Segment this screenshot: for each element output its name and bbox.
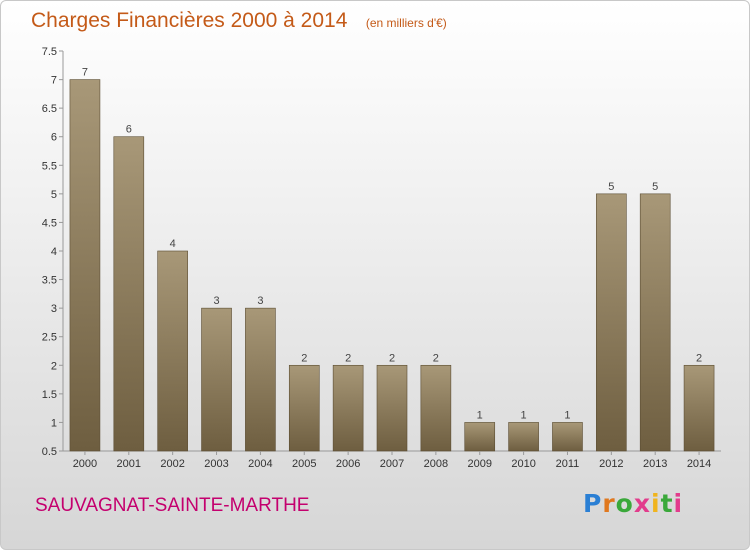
x-tick-label-2013: 2013 (643, 458, 667, 470)
y-tick-label: 1 (51, 417, 57, 429)
bar-2012 (596, 193, 627, 452)
bar-2011 (552, 422, 583, 452)
x-tick-label-2004: 2004 (248, 458, 272, 470)
data-label-2006: 2 (345, 352, 351, 364)
y-tick-label: 7.5 (42, 46, 57, 58)
data-label-2011: 1 (564, 409, 570, 421)
x-tick-label-2009: 2009 (467, 458, 491, 470)
data-label-2008: 2 (433, 352, 439, 364)
data-label-2010: 1 (521, 409, 527, 421)
data-label-2004: 3 (257, 295, 263, 307)
data-label-2005: 2 (301, 352, 307, 364)
data-label-2014: 2 (696, 352, 702, 364)
bar-2008 (420, 364, 452, 452)
y-tick-label: 6 (51, 132, 57, 144)
y-tick-label: 4 (51, 246, 57, 258)
data-label-2009: 1 (477, 409, 483, 421)
x-tick-label-2011: 2011 (556, 458, 580, 470)
chart-subtitle: (en milliers d'€) (365, 16, 447, 30)
y-tick-label: 1.5 (42, 389, 57, 401)
chart-title: Charges Financières 2000 à 2014 (31, 9, 348, 32)
x-tick-label-2010: 2010 (511, 458, 535, 470)
data-label-2003: 3 (213, 295, 219, 307)
y-tick-label: 5 (51, 189, 57, 201)
bar-2000 (69, 79, 101, 452)
bar-2001 (113, 136, 145, 452)
data-labels: 7 6 4 3 3 2 2 2 2 1 1 1 5 5 2 (82, 67, 702, 422)
x-tick-label-2014: 2014 (687, 458, 711, 470)
x-tick-label-2005: 2005 (292, 458, 316, 470)
data-label-2007: 2 (389, 352, 395, 364)
y-tick-label: 7 (51, 75, 57, 87)
x-axis-labels: 2000 2001 2002 2003 2004 2005 2006 2007 2008 2009… (73, 451, 711, 470)
data-label-2013: 5 (652, 181, 658, 193)
y-axis-ticks: 0.5 1 1.5 2 2.5 3 3.5 4 4.5 5 5.5 6 6.5 7 7.5 (42, 46, 63, 458)
bar-2009 (464, 422, 496, 452)
y-tick-label: 4.5 (42, 217, 57, 229)
title-row: Charges Financières 2000 à 2014 (en mill… (31, 9, 447, 33)
y-tick-label: 5.5 (42, 160, 57, 172)
data-label-2000: 7 (82, 67, 88, 79)
bar-2014 (683, 364, 715, 452)
x-tick-label-2000: 2000 (73, 458, 97, 470)
bars (69, 79, 715, 452)
y-tick-label: 3 (51, 303, 57, 315)
bar-2003 (201, 307, 232, 452)
y-tick-label: 6.5 (42, 103, 57, 115)
x-tick-label-2002: 2002 (160, 458, 184, 470)
y-tick-label: 2.5 (42, 332, 57, 344)
bar-2005 (288, 364, 320, 452)
x-tick-label-2003: 2003 (204, 458, 228, 470)
bar-2013 (639, 193, 671, 452)
proxiti-logo: Proxiti (583, 489, 684, 518)
bar-2002 (157, 250, 188, 452)
x-tick-label-2007: 2007 (380, 458, 404, 470)
x-tick-label-2012: 2012 (599, 458, 623, 470)
bar-2007 (376, 364, 408, 452)
bar-2004 (245, 307, 276, 452)
data-label-2012: 5 (608, 181, 614, 193)
x-tick-label-2006: 2006 (336, 458, 360, 470)
x-tick-label-2008: 2008 (424, 458, 448, 470)
y-tick-label: 0.5 (42, 446, 57, 458)
y-tick-label: 3.5 (42, 275, 57, 287)
bar-2010 (508, 422, 539, 452)
data-label-2001: 6 (126, 124, 132, 136)
bar-2006 (332, 364, 364, 452)
x-tick-label-2001: 2001 (117, 458, 141, 470)
place-name: SAUVAGNAT-SAINTE-MARTHE (35, 495, 310, 516)
y-tick-label: 2 (51, 360, 57, 372)
data-label-2002: 4 (170, 238, 176, 250)
